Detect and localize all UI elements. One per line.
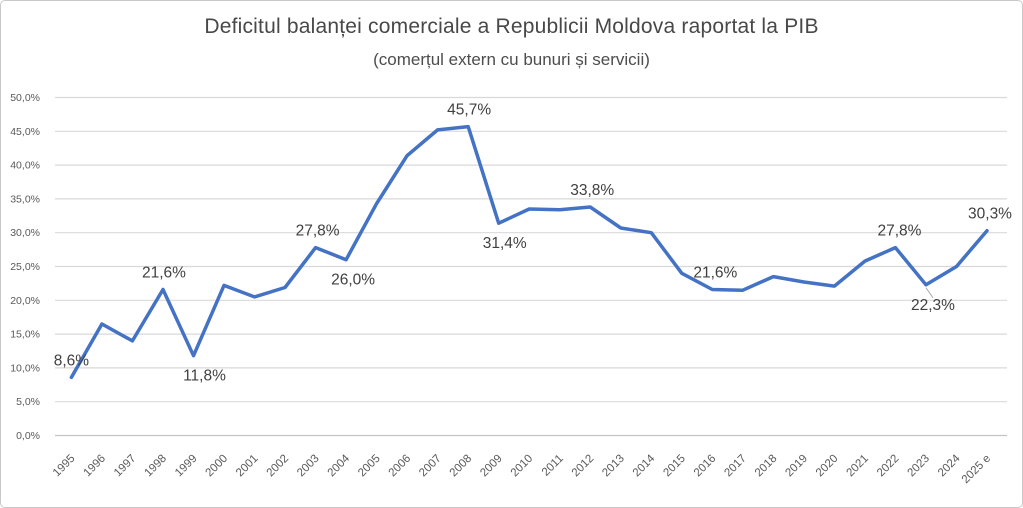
x-axis-tick-label: 2014 (631, 452, 658, 479)
data-label: 33,8% (570, 182, 614, 199)
data-label: 45,7% (447, 102, 491, 119)
y-axis-tick-label: 15,0% (10, 329, 40, 341)
x-axis-tick-label: 2000 (204, 453, 231, 480)
x-axis-tick-label: 2025 e (960, 453, 993, 486)
y-axis-tick-label: 50,0% (10, 92, 40, 104)
x-axis-tick-label: 1998 (142, 453, 169, 480)
x-axis-tick-label: 2017 (722, 453, 749, 480)
x-axis-tick-label: 2021 (844, 453, 871, 480)
x-axis-tick-label: 2006 (387, 453, 414, 480)
x-axis-tick-label: 1995 (51, 453, 78, 480)
x-axis-tick-label: 2008 (448, 453, 475, 480)
x-axis-tick-label: 2007 (417, 453, 444, 480)
x-axis-tick-label: 2009 (478, 453, 505, 480)
x-axis-tick-label: 2022 (875, 453, 902, 480)
x-axis-tick-label: 2011 (540, 453, 566, 479)
x-axis-tick-label: 2019 (783, 453, 810, 480)
x-axis-tick-label: 2020 (814, 453, 841, 480)
data-label: 22,3% (911, 297, 955, 314)
data-label: 30,3% (968, 206, 1012, 223)
x-axis-tick-label: 1999 (173, 453, 200, 480)
x-axis-tick-label: 1996 (81, 453, 108, 480)
data-label: 8,6% (54, 352, 90, 369)
x-axis-tick-label: 2013 (600, 453, 627, 480)
y-axis-tick-label: 40,0% (10, 160, 40, 172)
y-axis-tick-label: 35,0% (10, 193, 40, 205)
data-label-leader-line (925, 287, 934, 299)
x-axis-tick-label: 2024 (936, 452, 963, 479)
y-axis-tick-label: 30,0% (10, 227, 40, 239)
y-axis-tick-label: 0,0% (16, 430, 40, 442)
x-axis-tick-label: 2016 (692, 453, 719, 480)
data-label: 26,0% (331, 272, 375, 289)
x-axis-tick-label: 2015 (661, 453, 688, 480)
data-label: 21,6% (142, 264, 186, 281)
x-axis-tick-label: 2005 (356, 453, 383, 480)
chart-subtitle: (comerțul extern cu bunuri și servicii) (373, 50, 650, 69)
deficit-series-line (69, 124, 989, 380)
x-axis-tick-label: 2010 (509, 453, 536, 480)
y-axis-tick-label: 25,0% (10, 261, 40, 273)
x-axis-tick-label: 2003 (295, 453, 322, 480)
data-label: 11,8% (183, 368, 226, 385)
y-axis-tick-label: 5,0% (16, 396, 40, 408)
data-label: 27,8% (877, 223, 921, 240)
y-axis-tick-label: 10,0% (10, 362, 40, 374)
x-axis-tick-label: 2018 (753, 453, 780, 480)
y-axis-tick-label: 45,0% (10, 126, 40, 138)
data-label: 21,6% (693, 264, 737, 281)
x-axis-tick-label: 2004 (326, 452, 353, 479)
x-axis-tick-label: 2023 (905, 453, 932, 480)
x-axis-tick-label: 2002 (265, 453, 292, 480)
data-label: 31,4% (483, 235, 527, 252)
y-axis-tick-label: 20,0% (10, 295, 40, 307)
x-axis-tick-label: 2001 (234, 453, 261, 480)
data-label: 27,8% (296, 223, 340, 240)
chart-title: Deficitul balanței comerciale a Republic… (204, 15, 819, 38)
x-axis-tick-label: 2012 (570, 453, 597, 480)
x-axis-tick-label: 1997 (112, 453, 139, 480)
